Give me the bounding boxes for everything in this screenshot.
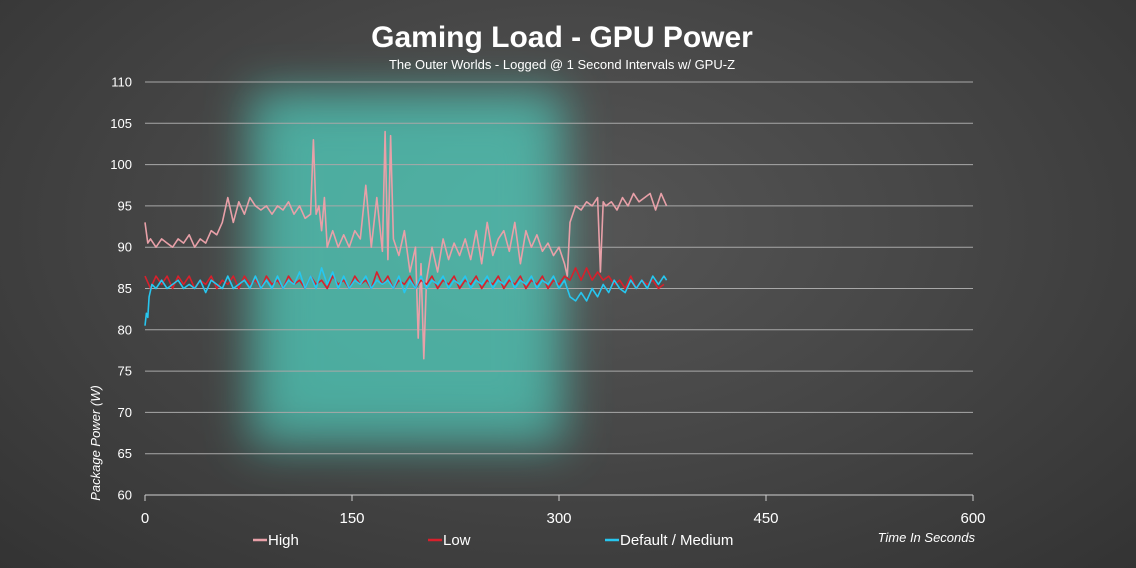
- y-axis-label: Package Power (W): [88, 385, 103, 501]
- legend-label-low: Low: [443, 532, 471, 549]
- chart-title: Gaming Load - GPU Power: [371, 21, 753, 54]
- y-tick-label-100: 100: [110, 157, 132, 172]
- highlight-core: [270, 107, 544, 425]
- y-tick-label-105: 105: [110, 116, 132, 131]
- axes: 60 65 70 75 80 85 90 95 100 105 110 0 150 300 450 600: [110, 75, 985, 528]
- y-tick-label-85: 85: [118, 281, 132, 296]
- series-lines: [144, 130, 668, 360]
- x-tick-label-600: 600: [960, 510, 985, 527]
- y-tick-label-95: 95: [118, 198, 132, 213]
- chart-subtitle: The Outer Worlds - Logged @ 1 Second Int…: [389, 57, 735, 72]
- y-tick-label-90: 90: [118, 240, 132, 255]
- y-tick-label-60: 60: [118, 488, 132, 503]
- series-line-low: [144, 267, 665, 290]
- y-tick-label-80: 80: [118, 322, 132, 337]
- x-axis-label: Time In Seconds: [878, 530, 976, 545]
- x-tick-label-150: 150: [339, 510, 364, 527]
- x-tick-label-0: 0: [141, 510, 149, 527]
- x-tick-label-450: 450: [753, 510, 778, 527]
- y-tick-label-65: 65: [118, 446, 132, 461]
- gridlines: [145, 81, 973, 496]
- y-tick-label-75: 75: [118, 364, 132, 379]
- legend-label-high: High: [268, 532, 299, 549]
- legend-label-default-medium: Default / Medium: [620, 532, 733, 549]
- y-tick-label-110: 110: [111, 75, 132, 90]
- legend: High Low Default / Medium: [253, 532, 733, 549]
- highlight-region-layer: [248, 90, 566, 448]
- series-line-high: [144, 130, 668, 360]
- y-tick-label-70: 70: [118, 405, 132, 420]
- x-tick-label-300: 300: [546, 510, 571, 527]
- series-line-default-medium: [144, 267, 668, 326]
